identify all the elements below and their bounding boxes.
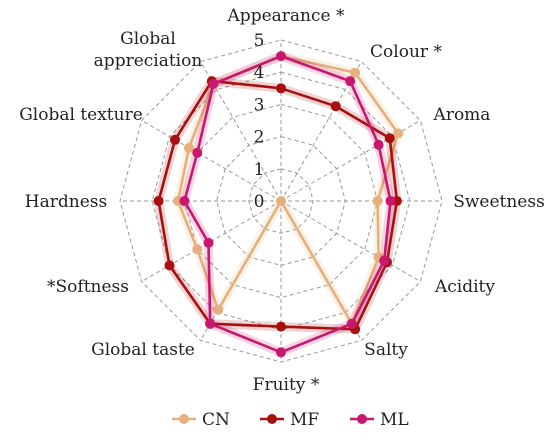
legend-label-mf: MF bbox=[290, 410, 319, 430]
point-cn-global-texture bbox=[184, 142, 194, 153]
point-mf-appearance bbox=[276, 83, 286, 94]
tick-label-4: 4 bbox=[254, 63, 265, 83]
spoke-acidity bbox=[280, 200, 421, 282]
legend-label-ml: ML bbox=[380, 410, 409, 430]
axis-label-sweetness: Sweetness bbox=[453, 192, 545, 212]
legend: CN MF ML bbox=[172, 410, 409, 430]
point-ml-global-texture bbox=[192, 147, 203, 158]
point-cn-colour bbox=[350, 67, 361, 78]
series-ml bbox=[179, 51, 396, 358]
point-ml-sweetness bbox=[385, 196, 396, 206]
legend-item-mf: MF bbox=[260, 410, 319, 430]
point-cn-sweetness bbox=[372, 196, 383, 206]
point-cn-global-taste bbox=[213, 304, 224, 315]
point-ml-global-taste bbox=[205, 318, 216, 329]
grid-ring-1 bbox=[248, 168, 314, 234]
point-mf-colour bbox=[330, 101, 341, 112]
point-mf-fruity bbox=[276, 321, 286, 332]
radar-series bbox=[153, 51, 404, 358]
point-ml-colour bbox=[345, 76, 356, 87]
legend-marker-mf bbox=[267, 414, 277, 424]
axis-label-global-taste: Global taste bbox=[91, 340, 195, 360]
legend-item-cn: CN bbox=[172, 410, 230, 430]
axis-label-colour: Colour * bbox=[370, 42, 442, 62]
axis-label-salty: Salty bbox=[364, 340, 408, 360]
legend-label-cn: CN bbox=[202, 410, 230, 430]
tick-label-5: 5 bbox=[254, 31, 265, 51]
legend-marker-cn bbox=[179, 414, 189, 424]
point-cn-fruity bbox=[276, 196, 286, 206]
tick-label-2: 2 bbox=[254, 128, 265, 148]
point-cn-softness bbox=[192, 244, 203, 255]
point-ml-softness bbox=[203, 237, 214, 248]
axis-label-aroma: Aroma bbox=[433, 105, 491, 125]
point-ml-fruity bbox=[276, 347, 286, 358]
point-mf-aroma bbox=[384, 133, 395, 144]
point-ml-hardness bbox=[179, 196, 190, 206]
axis-label-acidity: Acidity bbox=[434, 277, 495, 297]
point-ml-acidity bbox=[379, 255, 390, 266]
axis-label-fruity: Fruity * bbox=[253, 375, 320, 395]
axis-label-softness: *Softness bbox=[47, 277, 129, 297]
point-mf-hardness bbox=[153, 196, 164, 206]
radial-tick-labels: 0 1 2 3 4 5 bbox=[254, 31, 265, 212]
point-ml-appearance bbox=[276, 51, 286, 62]
point-ml-global-appreciation bbox=[208, 78, 219, 89]
spoke-global-texture bbox=[141, 120, 282, 202]
axis-label-global-appreciation: Global appreciation bbox=[94, 29, 203, 71]
legend-marker-ml bbox=[357, 414, 367, 424]
point-mf-softness bbox=[164, 260, 175, 271]
point-cn-aroma bbox=[393, 128, 404, 139]
tick-label-0: 0 bbox=[254, 192, 265, 212]
axis-label-hardness: Hardness bbox=[25, 192, 107, 212]
grid-ring-5 bbox=[119, 39, 443, 363]
tick-label-1: 1 bbox=[254, 160, 265, 180]
axis-labels: Appearance * Colour * Aroma Sweetness Acidit… bbox=[19, 6, 545, 395]
axis-label-appearance: Appearance * bbox=[227, 6, 345, 26]
legend-item-ml: ML bbox=[350, 410, 409, 430]
point-mf-global-texture bbox=[170, 134, 180, 145]
axis-label-global-texture: Global texture bbox=[19, 105, 143, 125]
point-ml-aroma bbox=[373, 139, 384, 150]
point-ml-salty bbox=[346, 318, 357, 329]
tick-label-3: 3 bbox=[254, 95, 265, 115]
